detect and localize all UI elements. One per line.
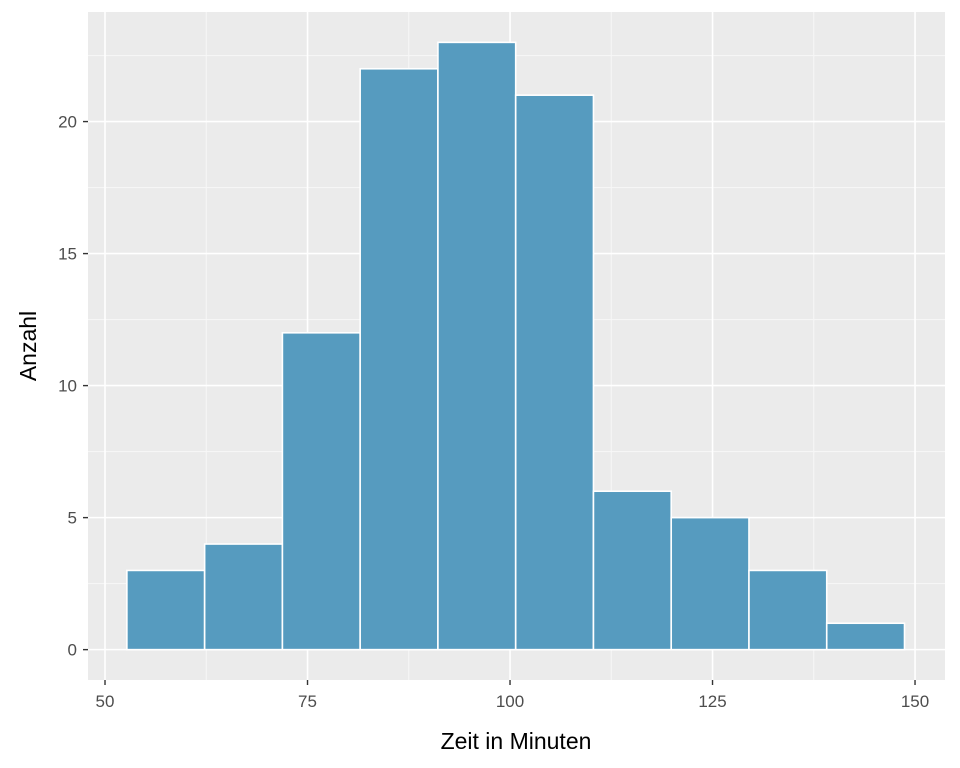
histogram-bar: [437, 41, 517, 651]
x-tick-label: 125: [698, 692, 726, 711]
histogram-bar: [670, 516, 750, 651]
y-tick-label: 0: [68, 641, 77, 660]
x-tick-label: 100: [496, 692, 524, 711]
y-tick-label: 15: [58, 245, 77, 264]
y-axis: 0 5 10 15 20: [58, 113, 88, 660]
histogram-bar: [592, 490, 673, 651]
histogram-bar: [748, 569, 828, 651]
x-tick-label: 50: [96, 692, 115, 711]
histogram-bar: [281, 331, 361, 651]
histogram-bar: [359, 67, 439, 651]
histogram-bar: [203, 543, 284, 651]
histogram-bars: [126, 41, 906, 651]
histogram-bar: [126, 569, 206, 651]
y-tick-label: 20: [58, 113, 77, 132]
y-axis-title: Anzahl: [15, 311, 41, 381]
x-axis-title: Zeit in Minuten: [441, 728, 592, 754]
y-tick-label: 5: [68, 509, 77, 528]
histogram-bar: [825, 622, 906, 651]
x-tick-label: 75: [298, 692, 317, 711]
x-tick-label: 150: [901, 692, 929, 711]
y-tick-label: 10: [58, 377, 77, 396]
histogram-bar: [514, 94, 595, 651]
x-axis: 50 75 100 125 150: [96, 680, 929, 711]
